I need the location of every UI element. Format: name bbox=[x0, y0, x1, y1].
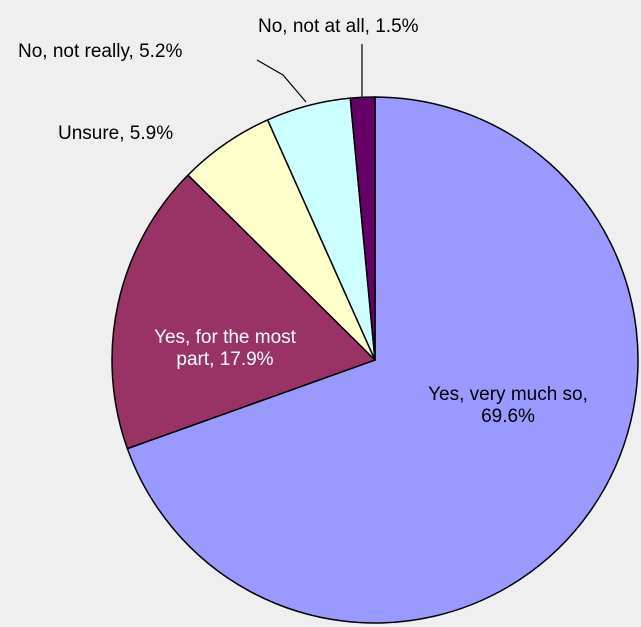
pie-slice-yes-very-much-so bbox=[126, 96, 639, 624]
pie-label-no-not-at-all: No, not at all, 1.5% bbox=[258, 16, 419, 37]
leader-line-no-not-really bbox=[256, 59, 307, 103]
pie-label-yes-for-the-most-part: Yes, for the most part, 17.9% bbox=[154, 327, 297, 370]
pie-labels: Yes, very much so, 69.6% Yes, for the most… bbox=[18, 16, 588, 427]
pie-label-yes-very-much-so: Yes, very much so, 69.6% bbox=[428, 384, 588, 427]
pie-slice-no-not-at-all bbox=[349, 96, 376, 361]
pie-label-no-not-really: No, not really, 5.2% bbox=[18, 41, 183, 62]
pie-slices bbox=[111, 96, 639, 624]
pie-leader-lines bbox=[256, 44, 363, 103]
pie-label-unsure: Unsure, 5.9% bbox=[58, 123, 173, 144]
pie-slice-yes-for-the-most-part bbox=[111, 173, 377, 450]
